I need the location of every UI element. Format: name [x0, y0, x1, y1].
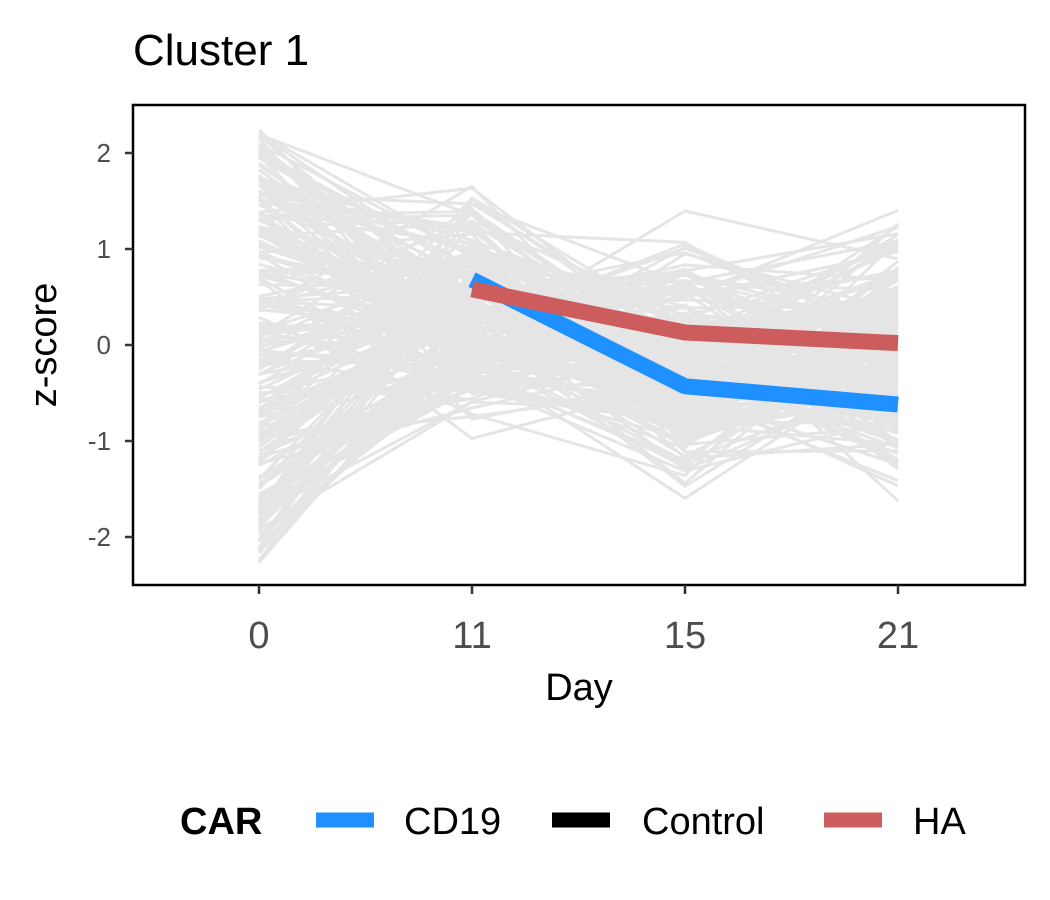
series-line-cd19: [468, 272, 899, 413]
x-tick-label: 21: [877, 615, 919, 657]
legend-label-cd19: CD19: [404, 801, 501, 843]
legend-label-control: Control: [642, 801, 765, 843]
y-tick-label: 1: [97, 234, 111, 264]
background-trajectory: [257, 278, 899, 527]
y-tick-label: 0: [97, 330, 111, 360]
series-line-ha: [470, 281, 899, 352]
x-tick-label: 15: [664, 615, 706, 657]
x-axis-title: Day: [545, 667, 613, 709]
x-tick-label: 11: [452, 615, 491, 657]
background-trajectory: [258, 250, 899, 384]
y-axis: -2 -1 0 1 2: [88, 138, 133, 552]
background-trajectory: [258, 331, 899, 422]
y-tick-label: 2: [97, 138, 111, 168]
y-tick-label: -1: [88, 426, 111, 456]
x-tick-label: 0: [248, 615, 269, 657]
legend-label-ha: HA: [913, 801, 966, 843]
background-trajectory: [258, 143, 899, 342]
background-trajectory: [258, 320, 899, 429]
y-tick-label: -2: [88, 522, 111, 552]
legend: CAR CD19 Control HA: [180, 801, 966, 843]
chart-title: Cluster 1: [133, 26, 309, 75]
background-trajectory: [258, 303, 899, 425]
background-trajectory: [258, 333, 899, 363]
y-axis-title: z-score: [23, 283, 65, 408]
x-axis: 0 11 15 21: [248, 585, 919, 657]
background-trajectory: [258, 232, 899, 454]
series-lines: [468, 272, 899, 413]
legend-title: CAR: [180, 801, 262, 843]
